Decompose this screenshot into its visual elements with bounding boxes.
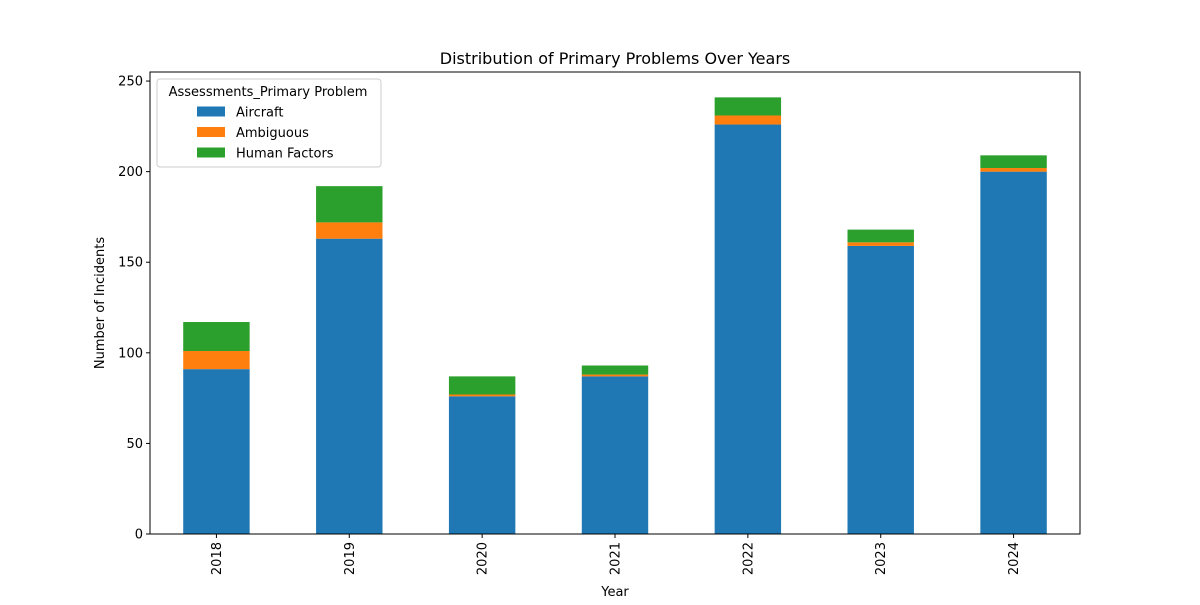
legend-box: [156, 78, 382, 168]
bar-2024-aircraft: [980, 171, 1047, 534]
legend-label-aircraft: Aircraft: [236, 106, 283, 121]
bars-layer: [183, 97, 1047, 535]
bar-2019-aircraft: [316, 238, 383, 534]
x-axis-label: Year: [600, 585, 629, 600]
legend-swatch-ambiguous: [197, 127, 225, 137]
chart-title: Distribution of Primary Problems Over Ye…: [440, 49, 790, 68]
x-tick-label: 2021: [609, 542, 624, 575]
bar-2021-aircraft: [581, 376, 649, 534]
x-tick-label: 2018: [210, 542, 225, 575]
bar-2018-aircraft: [183, 369, 250, 534]
legend-label-ambiguous: Ambiguous: [236, 126, 309, 141]
bar-2018-human-factors: [183, 322, 250, 352]
bar-2024-ambiguous: [980, 168, 1047, 172]
x-tick-label: 2023: [874, 542, 889, 575]
bar-2022-aircraft: [714, 124, 782, 535]
y-tick-label: 50: [126, 437, 143, 452]
bar-2022-human-factors: [714, 97, 782, 116]
y-tick-label: 150: [118, 256, 143, 271]
y-tick-label: 200: [118, 165, 143, 180]
bar-2024-human-factors: [980, 155, 1047, 169]
legend-items: Aircraft Ambiguous Human Factors: [197, 106, 334, 162]
x-tick-label: 2024: [1007, 542, 1022, 575]
y-axis-label: Number of Incidents: [93, 237, 108, 369]
bar-2021-ambiguous: [581, 374, 649, 377]
bar-2023-human-factors: [847, 229, 914, 243]
x-tick-label: 2022: [741, 542, 756, 575]
bar-2021-human-factors: [581, 365, 649, 375]
bar-2019-ambiguous: [316, 222, 383, 239]
legend: Assessments_Primary Problem Aircraft Ambi…: [156, 78, 382, 168]
y-tick-label: 100: [118, 346, 143, 361]
legend-swatch-aircraft: [197, 106, 225, 117]
x-axis: 2018 2019 2020 2021 2022 2023 2024: [210, 534, 1022, 575]
bar-2020-human-factors: [448, 376, 516, 395]
bar-2020-aircraft: [448, 396, 516, 534]
bar-2020-ambiguous: [448, 394, 516, 397]
y-axis: 0 50 100 150 200 250: [118, 75, 150, 543]
bar-2022-ambiguous: [714, 115, 782, 125]
legend-title: Assessments_Primary Problem: [169, 85, 368, 100]
bar-2018-ambiguous: [183, 351, 250, 370]
y-tick-label: 250: [118, 75, 143, 90]
bar-2019-human-factors: [316, 186, 383, 223]
legend-label-human-factors: Human Factors: [236, 147, 334, 162]
bar-2023-ambiguous: [847, 242, 914, 246]
bar-2023-aircraft: [847, 245, 914, 534]
y-tick-label: 0: [135, 528, 143, 543]
x-tick-label: 2020: [476, 542, 491, 575]
x-tick-label: 2019: [343, 542, 358, 575]
legend-swatch-human-factors: [197, 147, 225, 158]
